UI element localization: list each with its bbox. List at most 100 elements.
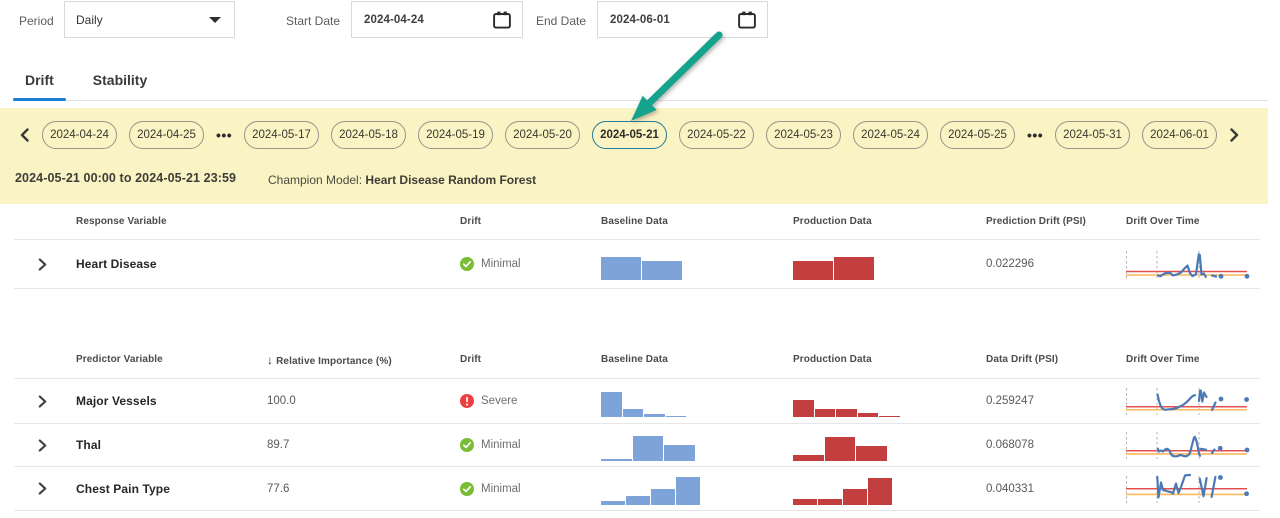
- tab-drift[interactable]: Drift: [13, 63, 66, 100]
- importance-value: 100.0: [267, 395, 296, 407]
- data-drift-value: 0.259247: [986, 395, 1034, 407]
- status-ok-icon: [460, 257, 474, 271]
- predictor-variable-table: Predictor Variable ↓ Relative Importance (…: [14, 341, 1260, 511]
- tab-stability[interactable]: Stability: [81, 63, 159, 100]
- date-chip[interactable]: 2024-05-19: [418, 121, 493, 149]
- drift-status: Severe: [460, 394, 601, 408]
- tab-stability-label: Stability: [92, 71, 148, 88]
- production-histogram-bar: [834, 257, 874, 280]
- baseline-histogram-bar: [626, 496, 650, 505]
- header-drift: Drift: [460, 216, 482, 227]
- header-importance[interactable]: ↓ Relative Importance (%): [267, 352, 392, 367]
- header-production: Production Data: [793, 354, 872, 365]
- drift-status: Minimal: [460, 481, 601, 496]
- production-histogram-bar: [818, 498, 842, 505]
- period-select[interactable]: Daily: [64, 1, 235, 38]
- dropdown-caret-icon: [209, 17, 221, 23]
- date-chip[interactable]: 2024-05-25: [940, 121, 1015, 149]
- active-tab-indicator: [13, 97, 66, 101]
- calendar-icon[interactable]: [493, 11, 511, 29]
- row-expand-button[interactable]: [14, 257, 76, 271]
- header-psi: Data Drift (PSI): [986, 354, 1059, 365]
- tab-drift-label: Drift: [25, 71, 54, 88]
- date-chip[interactable]: 2024-05-22: [679, 121, 754, 149]
- header-over-time: Drift Over Time: [1126, 216, 1200, 227]
- production-histogram-bar: [843, 489, 867, 505]
- row-expand-button[interactable]: [14, 482, 76, 495]
- production-histogram-bar: [836, 409, 857, 417]
- baseline-histogram-bar: [632, 436, 663, 461]
- status-severe-icon: [460, 394, 474, 408]
- date-chip[interactable]: 2024-06-01: [1142, 121, 1217, 149]
- production-histogram-bar: [856, 446, 887, 461]
- drift-over-time-sparkline: [1126, 473, 1249, 503]
- date-chip[interactable]: 2024-05-23: [766, 121, 841, 149]
- timeline-next-button[interactable]: [1228, 122, 1241, 148]
- date-chip[interactable]: 2024-05-20: [505, 121, 580, 149]
- header-baseline: Baseline Data: [601, 354, 668, 365]
- response-variable-table: Response Variable Drift Baseline Data Produ…: [14, 204, 1260, 289]
- chip-ellipsis: •••: [216, 127, 233, 143]
- baseline-histogram-bar: [642, 261, 682, 280]
- date-chip-list: 2024-04-24 2024-04-25 ••• 2024-05-17 2024-05…: [42, 121, 1217, 149]
- baseline-histogram-bar: [601, 458, 632, 461]
- header-psi: Prediction Drift (PSI): [986, 216, 1086, 227]
- production-histogram-bar: [814, 409, 835, 417]
- tabbar-divider: [13, 99, 1268, 101]
- baseline-histogram-bar: [676, 477, 700, 505]
- baseline-histogram: [601, 473, 793, 505]
- table-header-row: Response Variable Drift Baseline Data Produ…: [14, 204, 1260, 240]
- header-baseline: Baseline Data: [601, 216, 668, 227]
- date-chip[interactable]: 2024-05-31: [1055, 121, 1130, 149]
- drift-status-label: Minimal: [481, 439, 521, 451]
- date-chip[interactable]: 2024-05-18: [331, 121, 406, 149]
- row-expand-button[interactable]: [14, 394, 76, 408]
- drift-over-time-sparkline: [1126, 432, 1250, 459]
- end-date-input[interactable]: 2024-06-01: [597, 1, 768, 38]
- drift-over-time-sparkline: [1126, 251, 1250, 279]
- baseline-histogram-bar: [601, 501, 625, 505]
- champion-model-value: Heart Disease Random Forest: [365, 172, 537, 187]
- calendar-icon[interactable]: [738, 11, 756, 29]
- date-chip-selected[interactable]: 2024-05-21: [592, 121, 667, 149]
- start-date-value: 2024-04-24: [364, 13, 424, 26]
- production-histogram-bar: [857, 412, 878, 417]
- drift-over-time-sparkline: [1126, 388, 1249, 415]
- start-date-input[interactable]: 2024-04-24: [351, 1, 523, 38]
- header-production: Production Data: [793, 216, 872, 227]
- view-tabs: Drift Stability: [13, 63, 159, 100]
- production-histogram-bar: [793, 261, 833, 280]
- production-histogram: [793, 429, 986, 461]
- row-expand-button[interactable]: [14, 438, 76, 452]
- date-chip[interactable]: 2024-04-25: [129, 121, 204, 149]
- baseline-histogram: [601, 429, 793, 461]
- header-over-time: Drift Over Time: [1126, 354, 1200, 365]
- importance-value: 77.6: [267, 482, 290, 495]
- baseline-histogram: [601, 248, 793, 280]
- table-row-heart-disease: Heart Disease Minimal 0.022296: [14, 240, 1260, 289]
- production-histogram-bar: [824, 437, 855, 461]
- production-histogram: [793, 385, 986, 417]
- production-histogram-bar: [793, 498, 817, 505]
- baseline-histogram-bar: [651, 488, 675, 505]
- table-header-row: Predictor Variable ↓ Relative Importance (…: [14, 341, 1260, 379]
- date-chip[interactable]: 2024-05-24: [853, 121, 928, 149]
- baseline-histogram-bar: [665, 415, 686, 417]
- drift-status-label: Minimal: [481, 258, 521, 270]
- status-ok-icon: [460, 438, 474, 452]
- data-drift-value: 0.068078: [986, 439, 1034, 451]
- date-chip[interactable]: 2024-04-24: [42, 121, 117, 149]
- variable-name: Chest Pain Type: [76, 481, 170, 496]
- date-chip[interactable]: 2024-05-17: [244, 121, 319, 149]
- production-histogram-bar: [793, 400, 814, 417]
- timeline-band: 2024-04-24 2024-04-25 ••• 2024-05-17 2024-05…: [0, 108, 1268, 204]
- end-date-value: 2024-06-01: [610, 13, 670, 26]
- champion-model-label: Champion Model:: [268, 172, 363, 187]
- baseline-histogram-bar: [644, 413, 665, 417]
- variable-name: Thal: [76, 438, 102, 452]
- header-drift: Drift: [460, 354, 482, 365]
- timeline-prev-button[interactable]: [18, 122, 31, 148]
- drift-status: Minimal: [460, 257, 601, 271]
- production-histogram-bar: [793, 455, 824, 461]
